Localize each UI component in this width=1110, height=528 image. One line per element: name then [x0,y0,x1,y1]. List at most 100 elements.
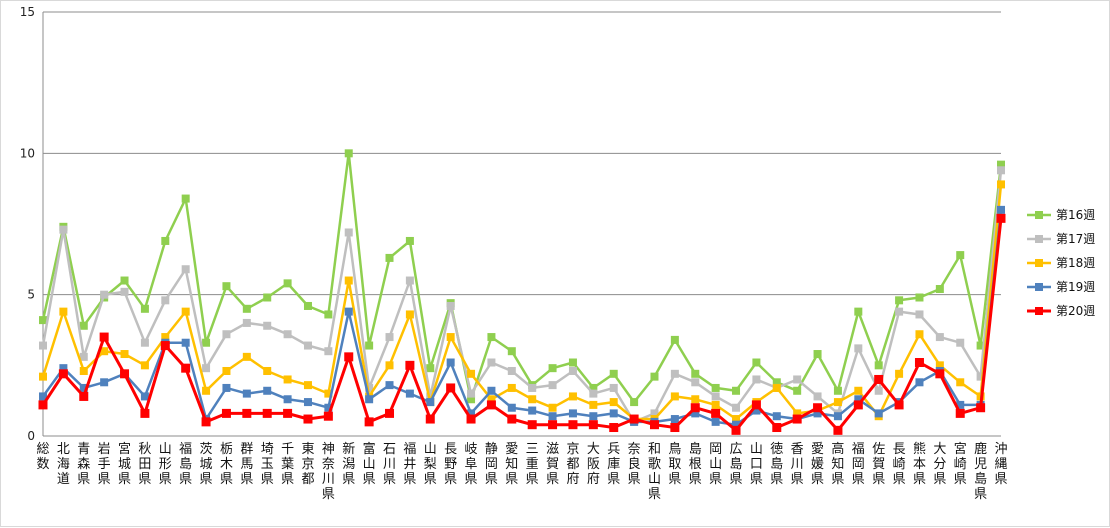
x-tick-label: 宮城県 [118,441,131,487]
data-point [446,383,456,393]
data-point [813,403,823,413]
x-tick-label: 京都府 [566,442,579,487]
data-point [263,293,272,302]
data-point [609,398,618,407]
data-point [59,225,68,234]
data-point [874,409,883,418]
data-point [263,386,272,395]
data-point [609,409,618,418]
data-point [507,366,516,375]
data-point [38,400,48,410]
x-tick-label: 福岡県 [852,442,865,487]
data-point [833,386,842,395]
data-point [140,361,149,370]
x-tick-label: 秋田県 [138,442,151,487]
data-point [39,316,47,325]
data-point [385,408,395,418]
data-point [956,251,965,260]
data-point [548,420,558,430]
x-tick-label: 和歌山県 [648,442,661,502]
data-point [589,383,598,392]
data-point [568,366,577,375]
x-tick-label: 宮崎県 [954,441,967,487]
x-tick-label: 愛知県 [505,442,518,487]
data-point [793,375,802,384]
data-point [202,338,211,347]
data-point [100,378,109,387]
x-tick-label: 北海道 [57,442,70,487]
data-point [751,400,761,410]
x-tick-label: 石川県 [383,442,396,487]
data-point [140,408,150,418]
data-point [344,307,353,316]
series-line [41,184,1003,421]
data-point [242,408,252,418]
data-point [711,383,720,392]
data-point [752,358,761,367]
data-point [181,307,190,316]
data-point [467,369,476,378]
data-point [997,166,1005,175]
data-point [120,276,129,285]
x-tick-label: 茨城県 [200,442,213,487]
x-tick-label: 新潟県 [342,441,355,487]
data-point [161,333,170,342]
data-point [222,383,231,392]
data-point [467,409,476,418]
data-point [405,360,415,370]
data-point [914,358,924,368]
data-point [202,386,211,395]
data-point [324,310,333,319]
data-point [895,307,904,316]
data-point [344,276,353,285]
x-tick-label: 岡山県 [709,442,722,487]
data-point [528,383,537,392]
x-tick-label: 兵庫県 [607,442,620,487]
data-point [955,408,965,418]
data-point [711,408,721,418]
x-tick-label: 岐阜県 [465,442,478,487]
data-point [813,392,822,401]
x-tick-label: 沖縄県 [994,442,1007,487]
data-point [507,403,516,412]
data-point [79,321,88,330]
data-point [568,420,578,430]
x-tick-label: 長崎県 [893,442,906,487]
data-point [487,333,496,342]
data-point [426,392,435,401]
data-point [996,213,1006,223]
data-point [752,375,761,384]
data-point [853,400,863,410]
x-tick-label: 福井県 [403,442,416,487]
data-point [344,149,353,158]
data-point [731,425,741,435]
data-point [956,400,965,409]
data-point [467,395,476,404]
data-point [690,403,700,413]
x-tick-label: 岩手県 [98,442,111,487]
data-point [997,160,1005,169]
legend-label: 第20週 [1056,304,1095,318]
data-point [894,400,904,410]
data-point [385,253,394,262]
x-tick-label: 山口県 [750,442,763,487]
data-point [589,412,598,421]
x-tick-label: 静岡県 [485,442,498,487]
y-tick-label: 10 [20,146,35,160]
data-point [324,403,333,412]
data-point [813,409,822,418]
data-point [935,285,944,294]
data-point [956,378,965,387]
data-point [915,310,924,319]
legend-swatch-marker [1035,283,1043,291]
data-point [405,236,414,245]
data-point [303,414,313,424]
data-point [79,366,88,375]
data-point [732,386,741,395]
data-point [507,383,516,392]
data-point [854,395,863,404]
data-point [609,383,618,392]
data-point [39,341,47,350]
legend-label: 第18週 [1056,256,1095,270]
data-point [59,364,68,373]
